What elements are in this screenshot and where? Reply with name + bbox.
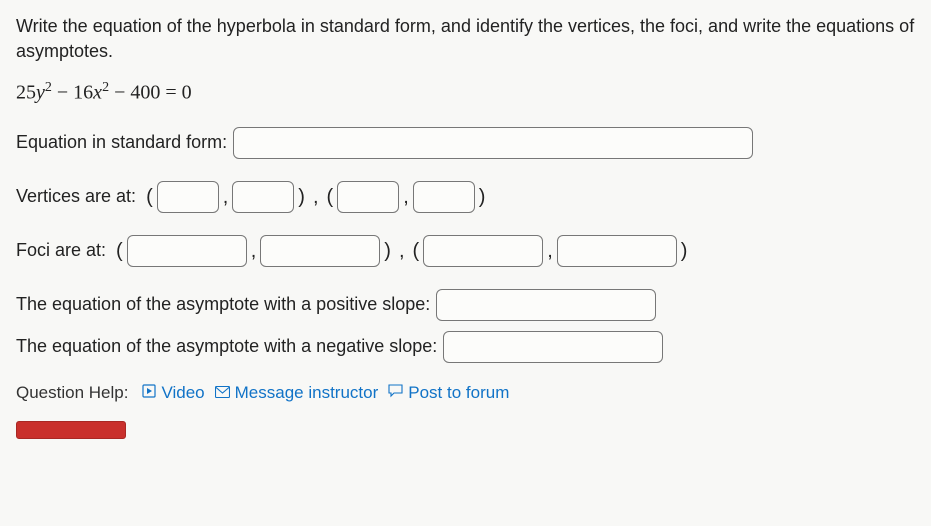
comma: , [223,183,229,211]
vertex1-x-input[interactable] [157,181,219,213]
comma: , [251,237,257,265]
asymptote-pos-label: The equation of the asymptote with a pos… [16,292,430,317]
standard-form-input[interactable] [233,127,753,159]
video-link-text: Video [161,381,204,405]
open-paren: ( [413,237,420,265]
vertex2-y-input[interactable] [413,181,475,213]
open-paren: ( [116,237,123,265]
asymptote-neg-label: The equation of the asymptote with a neg… [16,334,437,359]
comma: , [313,183,319,211]
standard-form-label: Equation in standard form: [16,130,227,155]
close-paren: ) [479,183,486,211]
comma: , [403,183,409,211]
message-instructor-link[interactable]: Message instructor [215,381,379,405]
open-paren: ( [146,183,153,211]
vertex2-x-input[interactable] [337,181,399,213]
envelope-icon [215,381,230,405]
open-paren: ( [327,183,334,211]
submit-button[interactable] [16,421,126,439]
foci-label: Foci are at: [16,238,106,263]
video-link[interactable]: Video [142,381,204,405]
video-icon [142,381,156,405]
question-help-label: Question Help: [16,381,128,405]
speech-bubble-icon [388,381,403,405]
close-paren: ) [681,237,688,265]
focus2-x-input[interactable] [423,235,543,267]
focus2-y-input[interactable] [557,235,677,267]
focus1-y-input[interactable] [260,235,380,267]
message-instructor-text: Message instructor [235,381,379,405]
asymptote-pos-input[interactable] [436,289,656,321]
close-paren: ) [298,183,305,211]
close-paren: ) [384,237,391,265]
comma: , [399,237,405,265]
question-prompt: Write the equation of the hyperbola in s… [16,14,915,64]
given-equation: 25y2 − 16x2 − 400 = 0 [16,78,915,107]
vertices-label: Vertices are at: [16,184,136,209]
post-to-forum-text: Post to forum [408,381,509,405]
focus1-x-input[interactable] [127,235,247,267]
vertex1-y-input[interactable] [232,181,294,213]
question-help-row: Question Help: Video Message instructor … [16,381,915,405]
post-to-forum-link[interactable]: Post to forum [388,381,509,405]
comma: , [547,237,553,265]
asymptote-neg-input[interactable] [443,331,663,363]
